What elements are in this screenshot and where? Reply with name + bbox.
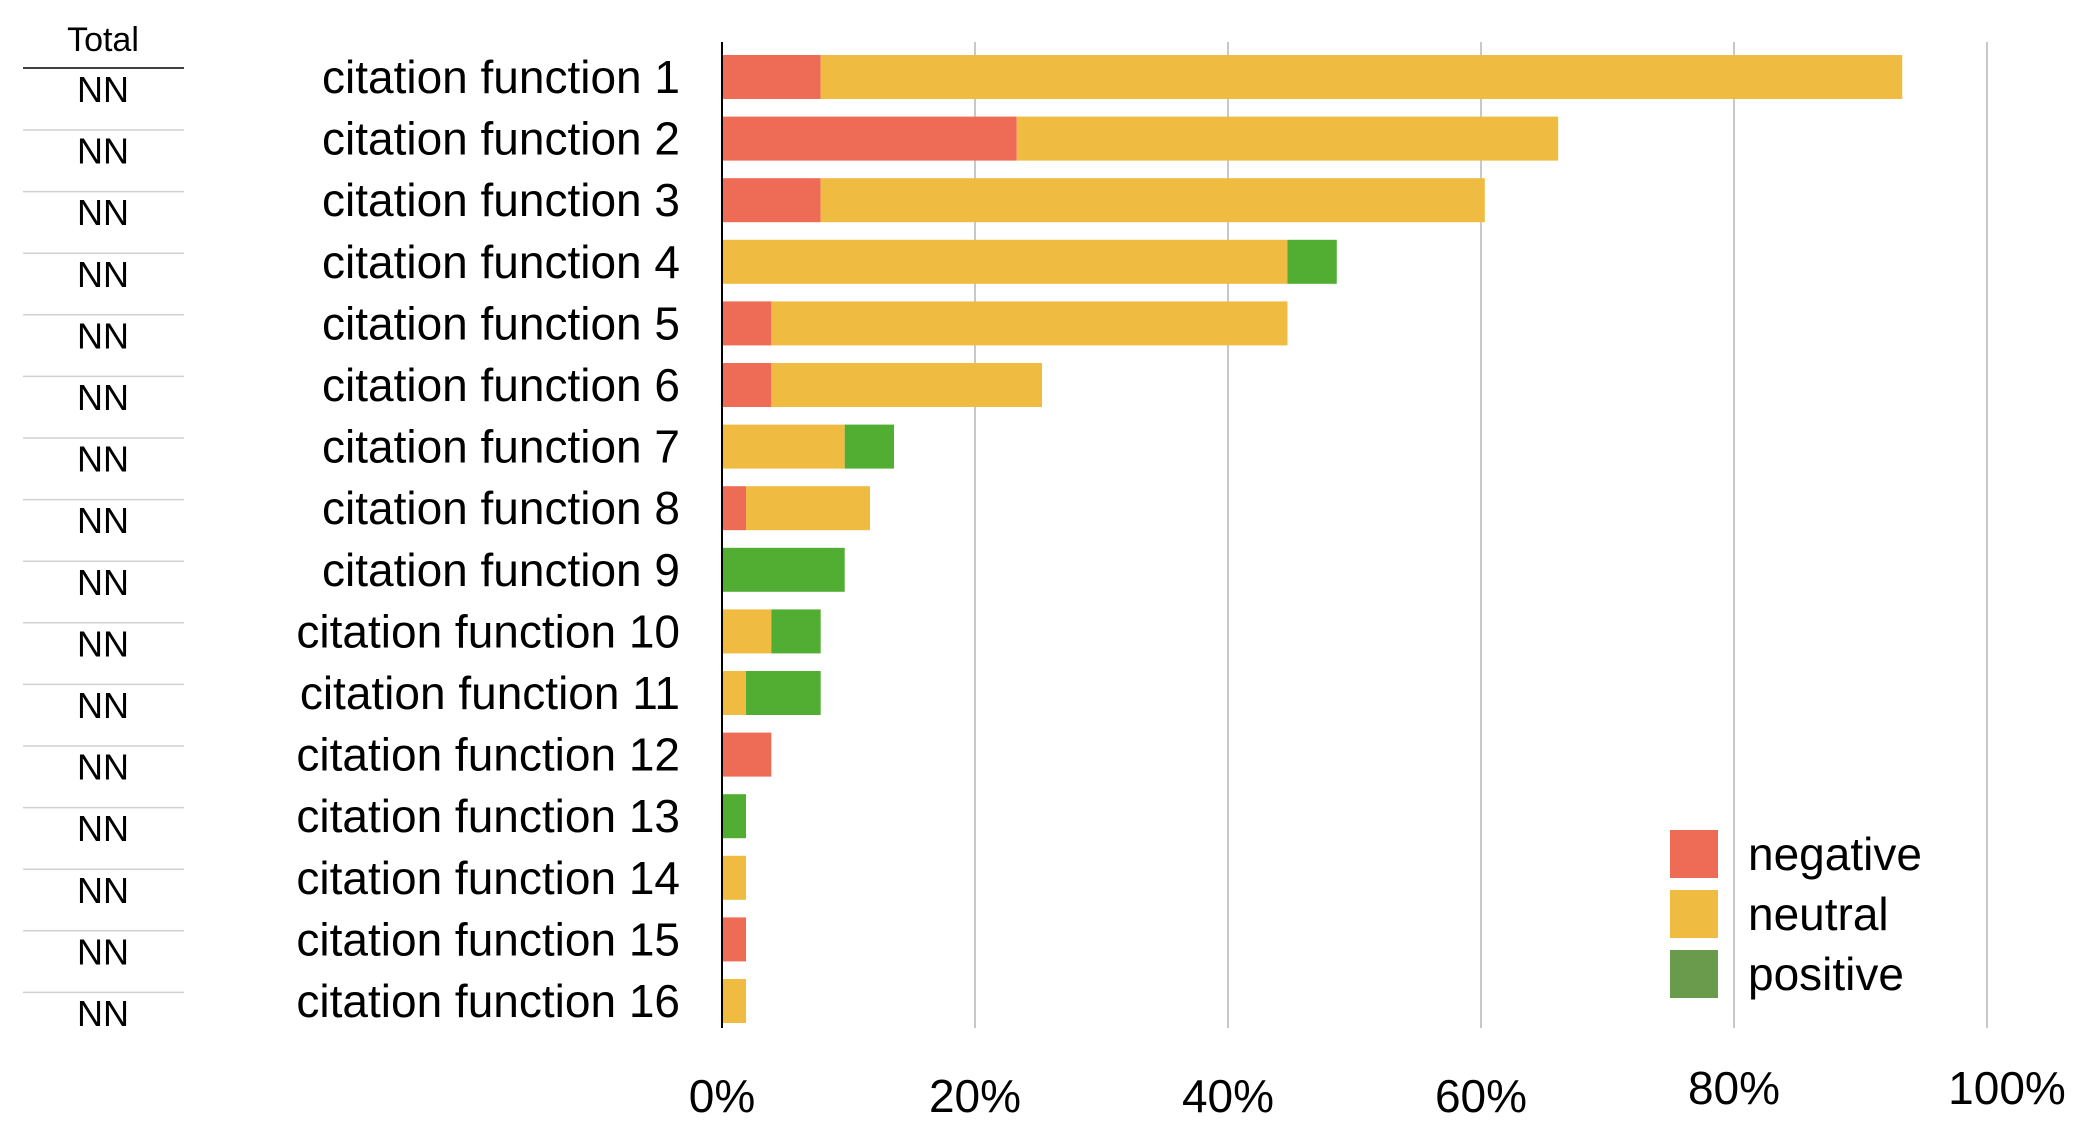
category-label: citation function 6 — [322, 359, 680, 411]
bar-segment-neutral — [722, 855, 747, 900]
bar-segment-neutral — [820, 178, 1485, 223]
bar-segment-neutral — [722, 239, 1288, 284]
category-label: citation function 1 — [322, 51, 680, 103]
bar-segment-negative — [722, 486, 747, 531]
x-tick-label: 60% — [1435, 1070, 1527, 1122]
category-label: citation function 2 — [322, 113, 680, 165]
bar-segment-neutral — [722, 609, 772, 654]
category-label: citation function 14 — [296, 852, 680, 904]
legend-label-neutral: neutral — [1748, 888, 1889, 940]
category-label: citation function 11 — [300, 667, 680, 719]
total-cell: NN — [77, 439, 129, 480]
bar-segment-negative — [722, 732, 772, 777]
total-cell: NN — [77, 562, 129, 603]
bar-segment-neutral — [771, 301, 1288, 346]
legend-swatch-positive — [1670, 950, 1718, 998]
bar-segment-neutral — [722, 671, 747, 715]
legend: negative neutral positive — [1670, 828, 1922, 1000]
legend-swatch-negative — [1670, 830, 1718, 878]
bar-segment-positive — [746, 671, 821, 715]
total-cell: NN — [77, 993, 129, 1034]
bar-segment-negative — [722, 116, 1017, 161]
bar-segment-negative — [722, 178, 821, 223]
x-tick-label: 100% — [1948, 1062, 2066, 1114]
total-cell: NN — [77, 500, 129, 541]
bar-segment-neutral — [771, 363, 1043, 407]
bar-segment-positive — [722, 794, 747, 839]
total-cell: NN — [77, 747, 129, 788]
category-label: citation function 9 — [322, 544, 680, 596]
total-cell: NN — [77, 808, 129, 849]
legend-label-negative: negative — [1748, 828, 1922, 880]
bar-segment-positive — [771, 609, 821, 654]
total-header: Total — [67, 21, 139, 59]
category-label: citation function 10 — [296, 605, 680, 657]
total-cell: NN — [77, 131, 129, 172]
bar-segment-negative — [722, 301, 772, 346]
bar-segment-neutral — [820, 55, 1903, 99]
bar-segment-negative — [722, 917, 747, 962]
total-cell: NN — [77, 931, 129, 972]
bar-segment-positive — [722, 547, 845, 592]
category-label: citation function 3 — [322, 174, 680, 226]
x-tick-label: 20% — [929, 1070, 1021, 1122]
category-label: citation function 5 — [322, 297, 680, 349]
total-cell: NN — [77, 69, 129, 110]
total-cell: NN — [77, 870, 129, 911]
legend-label-positive: positive — [1748, 948, 1904, 1000]
category-label: citation function 16 — [296, 975, 680, 1027]
bar-segment-negative — [722, 55, 821, 99]
x-tick-label: 0% — [689, 1070, 755, 1122]
total-table: Total NN NN NN NN NN NN NN NN NN NN NN NN NN NN NN NN — [23, 21, 184, 1034]
bar-segment-positive — [844, 424, 895, 469]
category-label: citation function 8 — [322, 482, 680, 534]
category-label: citation function 4 — [322, 236, 680, 288]
total-cell: NN — [77, 685, 129, 726]
total-cell: NN — [77, 377, 129, 418]
total-cell: NN — [77, 315, 129, 356]
category-label: citation function 13 — [296, 790, 680, 842]
total-cell: NN — [77, 254, 129, 295]
category-label: citation function 12 — [296, 729, 680, 781]
bar-segment-neutral — [1016, 116, 1559, 161]
bar-segment-neutral — [746, 486, 871, 531]
category-label: citation function 7 — [322, 421, 680, 473]
bar-segment-positive — [1287, 239, 1337, 284]
category-label: citation function 15 — [296, 913, 680, 965]
x-tick-label: 40% — [1182, 1070, 1274, 1122]
bar-segment-negative — [722, 363, 772, 407]
bar-segment-neutral — [722, 979, 747, 1023]
legend-swatch-neutral — [1670, 890, 1718, 938]
total-cell: NN — [77, 623, 129, 664]
bars — [722, 55, 1903, 1023]
bar-segment-neutral — [722, 424, 845, 469]
category-labels: citation function 1 citation function 2 ci… — [296, 51, 680, 1027]
x-tick-labels: 0% 20% 40% 60% 80% 100% — [689, 1062, 2066, 1122]
total-cell: NN — [77, 192, 129, 233]
x-tick-label: 80% — [1688, 1062, 1780, 1114]
